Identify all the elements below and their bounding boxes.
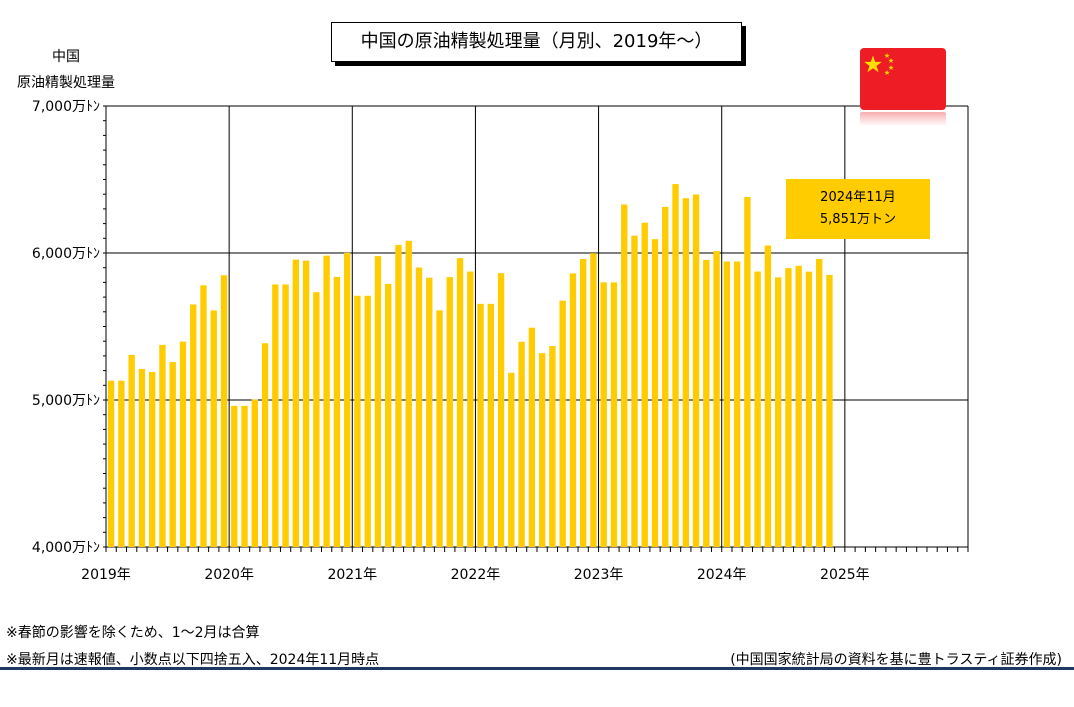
tick-labels: 4,000万ﾄﾝ 5,000万ﾄﾝ 6,000万ﾄﾝ 7,000万ﾄﾝ 2019年 202…: [32, 99, 870, 583]
x-tick-label: 2025年: [820, 567, 870, 583]
bar: [333, 276, 341, 547]
bar: [744, 196, 751, 548]
bar: [774, 277, 782, 547]
bar: [179, 341, 187, 547]
bar: [754, 271, 761, 547]
bottom-rule: [0, 667, 1074, 670]
y-axis-label-line1: 中国: [52, 49, 80, 65]
bar: [138, 368, 146, 547]
bar: [713, 251, 720, 547]
bar: [426, 277, 433, 547]
bar: [149, 371, 156, 547]
bar: [159, 344, 166, 548]
bar: [220, 275, 228, 547]
bar: [518, 341, 525, 547]
bar: [580, 259, 587, 547]
bar: [692, 194, 700, 548]
bar: [508, 372, 515, 547]
bar: [600, 282, 607, 547]
bar: [538, 353, 546, 547]
bar: [703, 259, 710, 547]
bar: [261, 343, 269, 547]
bar: [816, 259, 823, 547]
bar: [672, 184, 679, 547]
bar: [107, 380, 115, 547]
y-axis-label-line2: 原油精製処理量: [17, 75, 115, 91]
bar: [343, 252, 351, 547]
bar: [569, 273, 577, 547]
bar: [528, 327, 536, 547]
bar: [621, 204, 628, 548]
bar: [795, 265, 802, 547]
bar: [805, 271, 813, 547]
bar: [323, 255, 330, 547]
bar: [210, 310, 217, 547]
axes: [103, 105, 969, 552]
bar: [313, 292, 320, 547]
bar: [477, 303, 484, 547]
bar: [487, 303, 494, 547]
bar: [169, 362, 176, 547]
bar: [282, 284, 289, 547]
bar: [395, 244, 402, 547]
x-tick-label: 2020年: [204, 567, 254, 583]
bar: [631, 235, 638, 547]
latest-value-callout: 2024年11月 5,851万トン: [786, 179, 930, 239]
china-flag-icon: [860, 48, 946, 132]
bar: [641, 222, 648, 547]
bar: [241, 405, 248, 547]
bar: [723, 261, 731, 547]
bar: [200, 285, 207, 547]
bar: [385, 283, 392, 547]
bars: [107, 184, 833, 548]
bar: [764, 245, 772, 547]
bar: [354, 295, 361, 547]
x-tick-label: 2023年: [574, 567, 624, 583]
x-tick-label: 2021年: [327, 567, 377, 583]
bar: [415, 267, 423, 547]
bar: [456, 258, 464, 547]
bar: [436, 310, 443, 547]
bar: [549, 346, 556, 547]
x-tick-label: 2024年: [697, 567, 747, 583]
bar: [272, 284, 279, 547]
bar: [364, 295, 371, 547]
footnote-1: ※春節の影響を除くため、1～2月は合算: [6, 625, 260, 641]
bar: [826, 274, 833, 547]
bar: [231, 405, 238, 547]
bar: [118, 380, 125, 547]
callout-value: 5,851万トン: [819, 212, 897, 227]
y-tick-label: 4,000万ﾄﾝ: [32, 540, 100, 556]
bar: [405, 240, 412, 548]
bar: [559, 300, 566, 547]
y-tick-label: 7,000万ﾄﾝ: [32, 99, 100, 115]
bar: [733, 261, 741, 547]
bar: [682, 198, 689, 548]
bar: [302, 260, 310, 547]
bar: [292, 259, 300, 547]
bar: [374, 256, 382, 547]
bar: [610, 282, 618, 547]
bar: [446, 277, 453, 547]
bar: [651, 239, 659, 547]
footnote-2: ※最新月は速報値、小数点以下四捨五入、2024年11月時点: [6, 652, 380, 668]
x-tick-label: 2019年: [81, 567, 131, 583]
source-note: (中国国家統計局の資料を基に豊トラスティ証券作成): [730, 652, 1062, 668]
bar: [497, 273, 505, 547]
x-tick-label: 2022年: [451, 567, 501, 583]
callout-date: 2024年11月: [820, 190, 896, 205]
bar: [128, 354, 135, 547]
y-tick-label: 5,000万ﾄﾝ: [32, 393, 100, 409]
chart-title: 中国の原油精製処理量（月別、2019年～）: [331, 22, 742, 62]
bar: [590, 253, 597, 547]
bar: [662, 206, 669, 547]
bar: [467, 271, 474, 547]
bar: [251, 399, 258, 547]
bar: [190, 304, 197, 547]
bar: [785, 268, 792, 547]
y-tick-label: 6,000万ﾄﾝ: [32, 246, 100, 262]
y-axis-label: 中国 原油精製処理量: [6, 44, 126, 96]
